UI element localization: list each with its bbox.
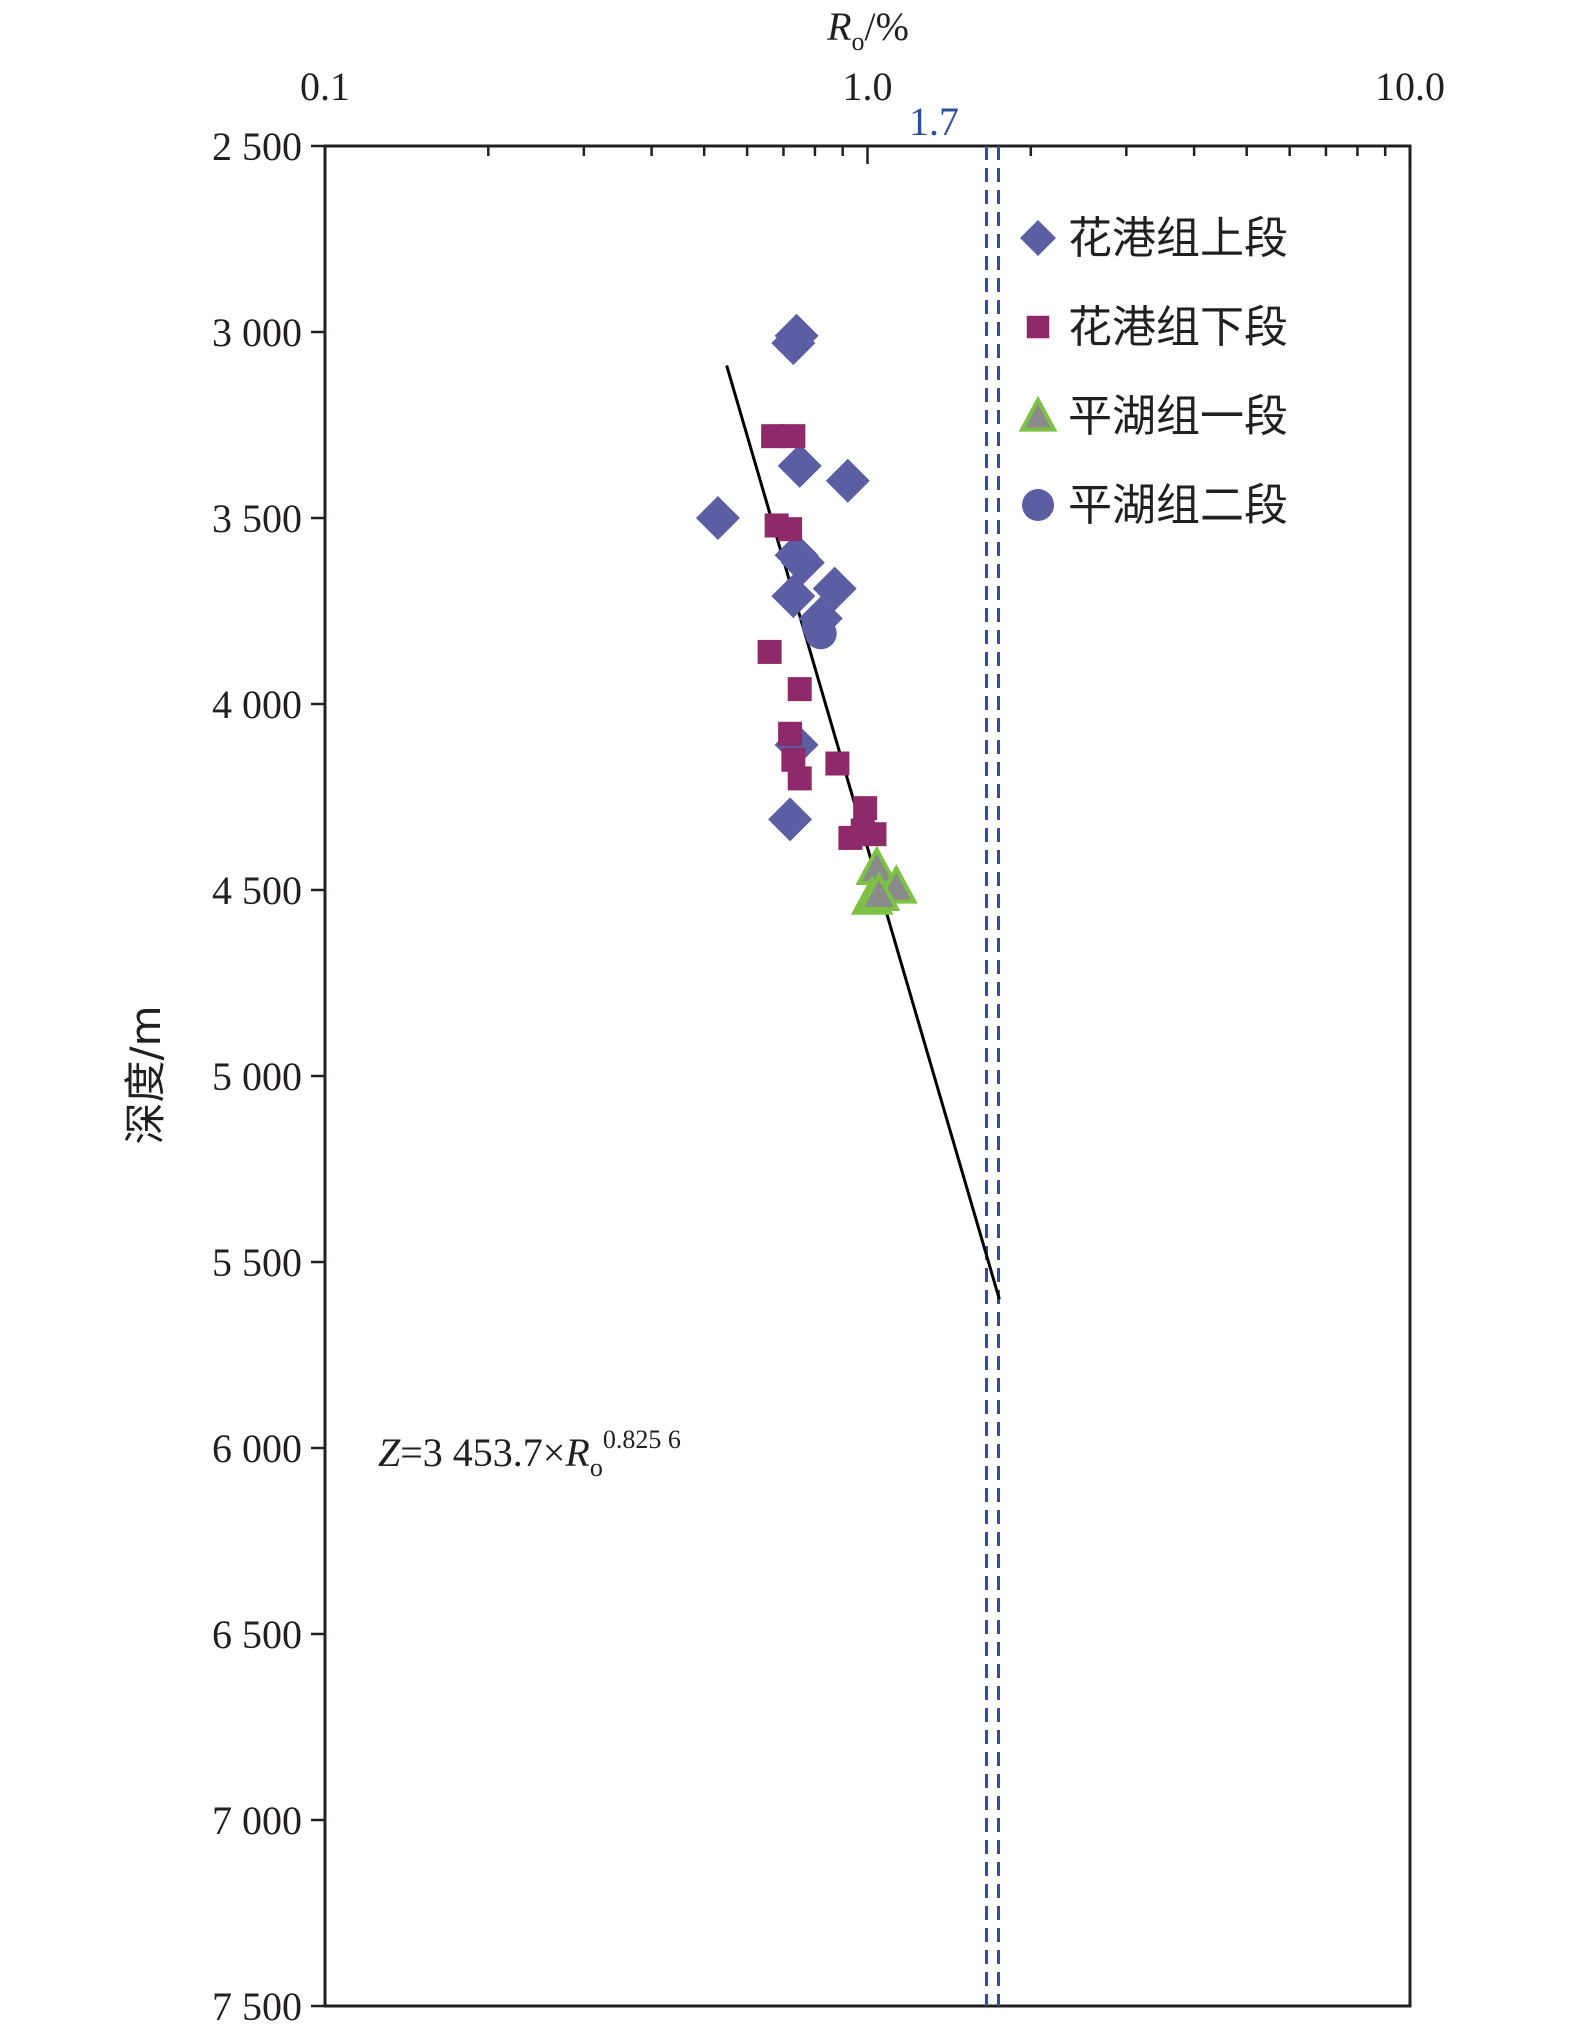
legend-marker-square (1026, 315, 1050, 339)
data-point-diamond (774, 313, 819, 358)
data-point-diamond (780, 540, 825, 585)
data-point-square (781, 424, 806, 449)
data-point-square (862, 822, 887, 847)
legend-marker-diamond (1020, 220, 1056, 256)
data-point-diamond (777, 443, 822, 488)
x-axis-title-sub: o (852, 27, 865, 56)
y-tick-label: 4 000 (212, 682, 302, 727)
fit-equation-sub: o (590, 1453, 603, 1482)
y-tick-label: 5 500 (212, 1240, 302, 1285)
x-tick-label: 0.1 (300, 64, 350, 109)
data-point-square (778, 517, 803, 542)
threshold-label: 1.7 (909, 99, 959, 144)
y-axis-title: 深度/m (121, 1005, 170, 1144)
data-point-square (757, 639, 782, 664)
data-point-square (838, 825, 863, 850)
y-tick-label: 3 500 (212, 496, 302, 541)
fit-equation: Z=3 453.7×Ro0.825 6 (378, 1425, 681, 1482)
legend-label: 花港组下段 (1068, 302, 1288, 353)
fit-equation-var: R (564, 1430, 589, 1475)
data-point-square (853, 796, 878, 821)
legend-marker-circle (1022, 489, 1054, 521)
fit-equation-lhs: Z (378, 1430, 401, 1475)
data-point-square (787, 766, 812, 791)
data-point-triangle (857, 871, 901, 912)
data-point-diamond (771, 574, 816, 619)
data-point-circle (804, 617, 837, 650)
legend-marker-triangle (1018, 395, 1058, 432)
x-tick-label: 1.0 (843, 64, 893, 109)
data-point-diamond (825, 458, 870, 503)
legend-label: 平湖组二段 (1068, 480, 1288, 531)
y-tick-label: 6 500 (212, 1612, 302, 1657)
y-tick-label: 4 500 (212, 868, 302, 913)
data-point-square (778, 721, 803, 746)
data-point-square (761, 424, 786, 449)
y-tick-label: 2 500 (212, 124, 302, 169)
legend-label: 平湖组一段 (1068, 391, 1288, 442)
y-tick-label: 5 000 (212, 1054, 302, 1099)
fit-equation-eq: =3 453.7× (400, 1430, 565, 1475)
y-tick-label: 7 500 (212, 1984, 302, 2029)
data-point-square (825, 751, 850, 776)
y-tick-label: 7 000 (212, 1798, 302, 1843)
fit-equation-exp: 0.825 6 (603, 1425, 681, 1454)
x-axis-title: Ro/% (826, 4, 909, 56)
y-tick-label: 6 000 (212, 1426, 302, 1471)
legend-label: 花港组上段 (1068, 213, 1288, 264)
data-point-diamond (768, 797, 813, 842)
data-point-square (787, 677, 812, 702)
x-axis-title-main: R (826, 4, 851, 49)
x-axis-title-unit: /% (865, 4, 909, 49)
data-point-diamond (695, 496, 740, 540)
x-tick-label: 10.0 (1375, 64, 1445, 109)
y-tick-label: 3 000 (212, 310, 302, 355)
